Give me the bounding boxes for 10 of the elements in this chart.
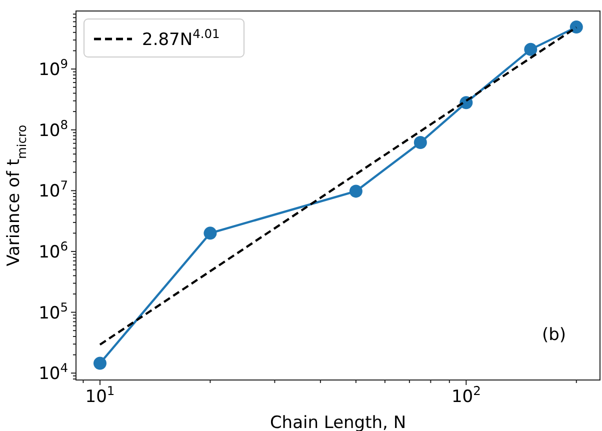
annotation: (b) xyxy=(542,325,566,345)
y-tick-label: 10$^{6}$ xyxy=(38,239,68,262)
y-tick-label: 10$^{8}$ xyxy=(38,118,68,141)
x-tick-label: 10$^{2}$ xyxy=(451,384,481,407)
legend-label: 2.87N$^{4.01}$ xyxy=(142,27,220,50)
x-tick-label: 10$^{1}$ xyxy=(85,384,115,407)
y-tick-label: 10$^{9}$ xyxy=(38,57,68,80)
y-tick-label: 10$^{7}$ xyxy=(38,178,68,202)
y-tick-label: 10$^{4}$ xyxy=(38,361,68,384)
y-tick-label: 10$^{5}$ xyxy=(38,300,68,324)
